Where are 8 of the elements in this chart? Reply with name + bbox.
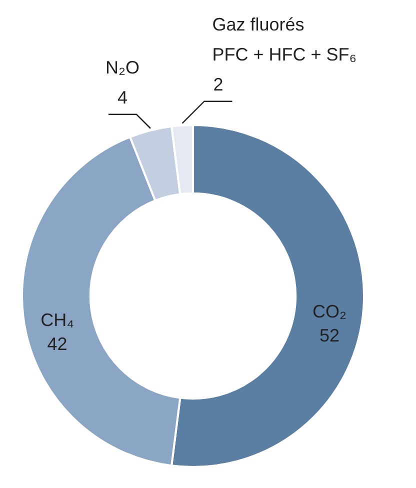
- slice-label: N₂O: [105, 57, 140, 78]
- data-label: 52: [320, 326, 340, 346]
- data-label: 42: [47, 334, 68, 354]
- slice-label: CH₄: [40, 310, 74, 330]
- slice-label: CO₂: [312, 302, 347, 322]
- data-label: 4: [117, 87, 128, 108]
- data-label: 2: [213, 74, 224, 94]
- slice-label: Gaz fluorés PFC + HFC + SF₆: [212, 14, 357, 64]
